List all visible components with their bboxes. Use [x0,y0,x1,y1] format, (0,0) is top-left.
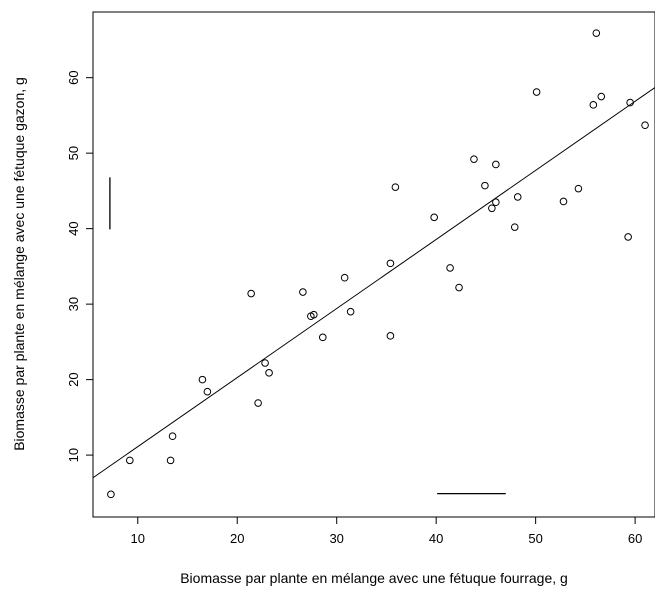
x-tick-label: 10 [131,531,145,546]
data-point [574,184,583,193]
data-point [265,369,273,377]
data-point [107,490,115,499]
data-point [510,223,519,231]
y-tick-label: 10 [66,448,81,462]
x-axis-title: Biomasse par plante en mélange avec une … [180,570,568,586]
x-tick-label: 40 [429,531,443,546]
data-point [455,283,463,292]
data-point [340,273,349,282]
data-point [492,160,500,169]
data-point [592,29,601,37]
y-axis: 10 20 30 40 50 60 [66,70,93,462]
data-point [346,307,355,316]
data-point [166,456,175,465]
data-point [589,101,598,109]
y-tick-label: 50 [66,146,81,160]
y-tick-label: 20 [66,372,81,386]
y-tick-label: 60 [66,70,81,84]
data-point [559,197,568,206]
plot-frame [92,11,655,518]
regression-line-layer [92,87,655,479]
data-point [386,259,395,268]
data-points-layer [107,29,649,499]
data-point [626,98,634,107]
y-axis-title: Biomasse par plante en mélange avec une … [11,77,27,451]
error-bar-layer [109,177,506,495]
data-point [299,288,307,296]
regression-line [92,87,655,479]
data-point [391,183,400,191]
data-point [261,359,269,367]
data-point [446,264,454,272]
x-tick-label: 30 [329,531,343,546]
data-point [198,375,207,384]
y-tick-label: 40 [66,221,81,235]
data-point [470,155,478,163]
data-point [513,193,522,201]
data-point [624,233,632,241]
data-point [203,387,212,396]
x-tick-label: 60 [628,531,642,546]
data-point [430,213,438,222]
x-tick-label: 50 [528,531,542,546]
data-point [597,92,606,101]
data-point [488,204,496,213]
data-point [310,310,318,319]
x-tick-label: 20 [230,531,244,546]
data-point [641,121,649,130]
data-point [247,289,255,298]
data-point [318,333,327,342]
data-point [168,432,177,441]
data-point [386,332,395,340]
x-axis: 10 20 30 40 50 60 [131,517,642,546]
data-point [492,198,500,207]
y-tick-label: 30 [66,297,81,311]
data-point [481,181,489,190]
data-point [532,88,541,96]
data-point [126,456,134,465]
data-point [254,399,262,407]
